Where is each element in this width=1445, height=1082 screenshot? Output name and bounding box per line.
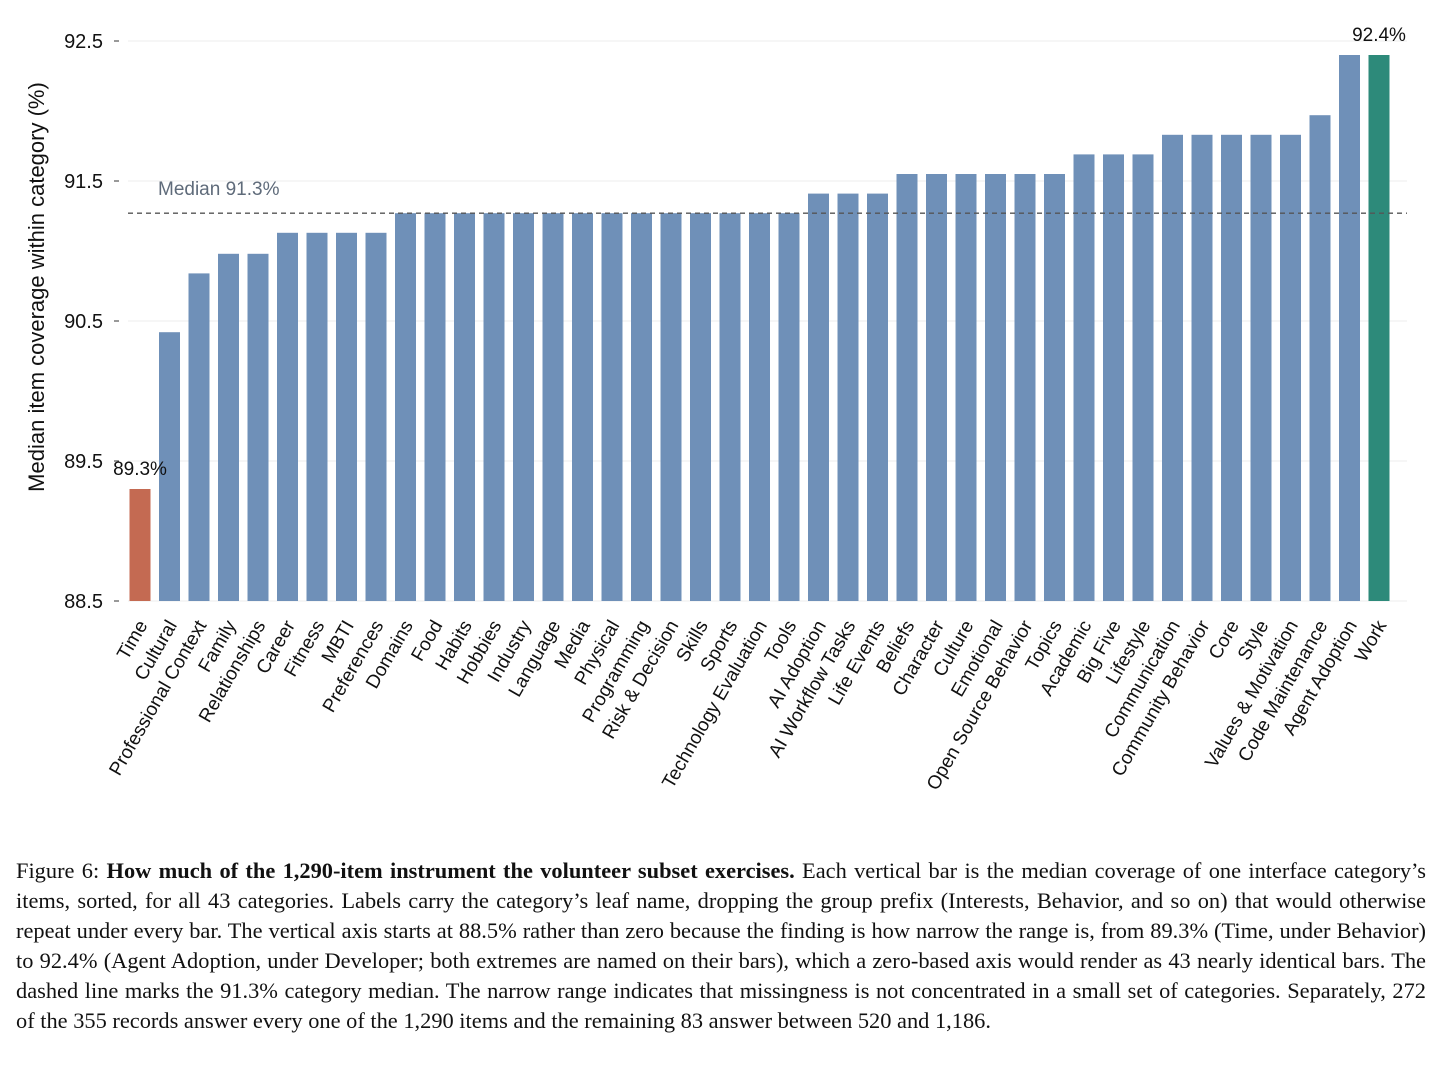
y-tick-label: 90.5 [64,311,103,333]
figure-caption: Figure 6: How much of the 1,290-item ins… [16,856,1426,1036]
bar [129,489,151,601]
median-label: Median 91.3% [158,179,280,200]
bar [1309,115,1331,601]
bar [336,232,357,602]
bar [749,213,770,601]
bar [955,174,977,601]
bar [1250,134,1272,602]
bar [1132,154,1154,601]
bar [365,232,387,602]
bar [1014,174,1036,601]
bar [1191,134,1213,602]
bar [896,174,918,601]
bar-value-labels: 89.3% 92.4% [113,25,1406,480]
bar [778,213,800,601]
y-tick-label: 91.5 [64,171,103,193]
bar-value-label: 89.3% [113,459,167,480]
bar [188,273,210,601]
bar [1073,154,1095,601]
bar [985,174,1006,601]
bar [483,213,505,601]
bar [513,213,534,601]
bar [542,213,564,601]
bar [926,174,947,601]
bar [867,193,888,601]
y-axis: 88.5 89.5 90.5 91.5 92.5 [64,31,119,613]
bar [1368,55,1390,601]
bar [424,213,446,601]
bar [690,213,711,601]
bar [572,213,593,601]
caption-title: How much of the 1,290-item instrument th… [106,858,795,883]
median-line-group: Median 91.3% [128,179,1407,214]
y-axis-label: Median item coverage within category (%) [24,82,49,492]
bar [1221,134,1242,602]
bar [277,232,298,602]
caption-label: Figure 6: [16,858,100,883]
x-tick-label: Work [1351,617,1391,666]
bar [1339,55,1360,601]
bar-value-label: 92.4% [1352,25,1406,46]
bar [808,193,829,601]
bar [1044,174,1065,601]
bar [218,253,239,602]
y-tick-label: 92.5 [64,31,103,53]
bar [601,213,623,601]
bar [159,332,180,601]
bar [837,193,859,601]
caption-body: Each vertical bar is the median coverage… [16,858,1426,1033]
bar [454,213,475,601]
bars [129,55,1390,602]
bar-chart: 88.5 89.5 90.5 91.5 92.5 Median 91.3% 89.3% 9… [24,25,1407,794]
bar [395,213,416,601]
bar [306,232,328,602]
y-tick-label: 89.5 [64,451,103,473]
bar [1103,154,1124,601]
bar [660,213,682,601]
bar [247,253,269,602]
bar [1162,134,1183,602]
y-tick-label: 88.5 [64,591,103,613]
bar [719,213,741,601]
bar [631,213,652,601]
bar [1280,134,1301,602]
